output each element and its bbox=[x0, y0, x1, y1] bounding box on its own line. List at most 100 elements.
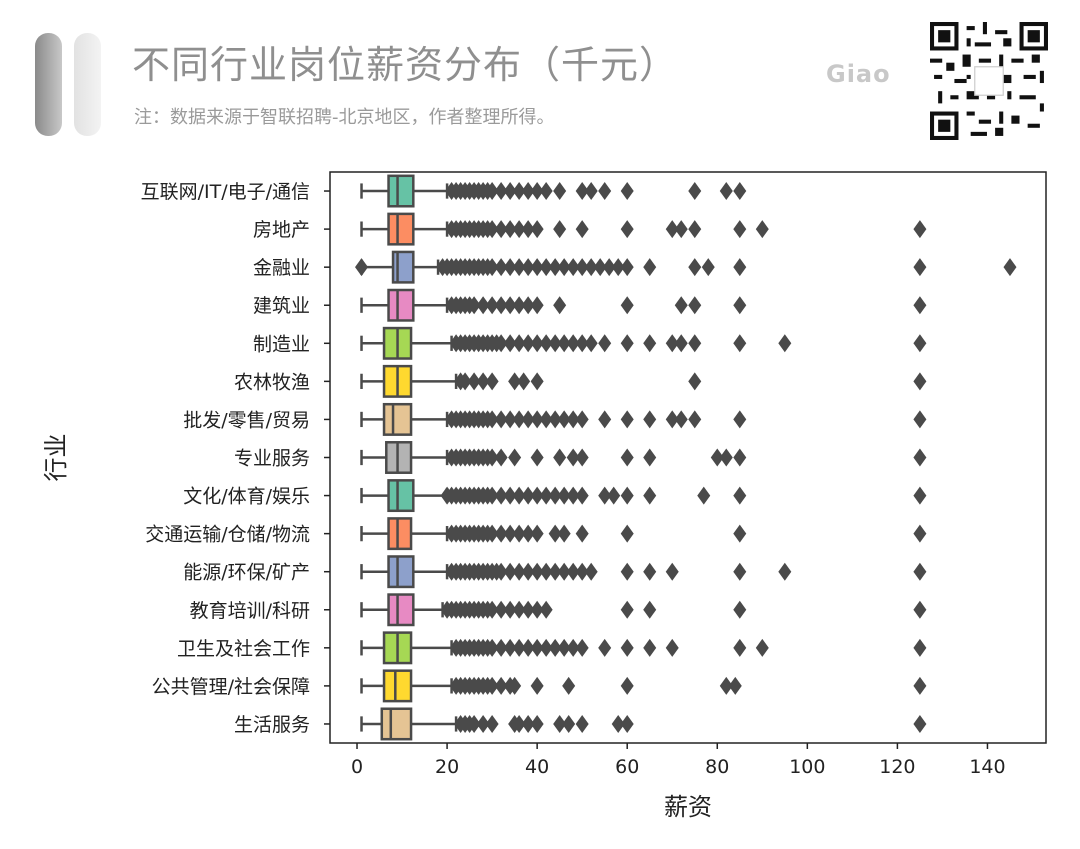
outlier-point bbox=[548, 334, 562, 353]
chart-subtitle: 注：数据来源于智联招聘-北京地区，作者整理所得。 bbox=[134, 107, 555, 128]
outlier-point bbox=[566, 486, 580, 505]
outlier-point bbox=[674, 220, 688, 239]
outlier-point bbox=[598, 638, 612, 657]
outlier-point bbox=[557, 562, 571, 581]
y-tick-label: 农林牧渔 bbox=[234, 371, 310, 393]
outlier-point bbox=[539, 562, 553, 581]
outlier-point bbox=[494, 524, 508, 543]
outlier-point bbox=[620, 334, 634, 353]
outlier-point bbox=[512, 334, 526, 353]
outlier-point bbox=[719, 676, 733, 695]
outlier-point bbox=[674, 334, 688, 353]
outlier-point bbox=[688, 410, 702, 429]
outlier-point bbox=[611, 258, 625, 277]
outlier-point bbox=[719, 448, 733, 467]
outlier-point bbox=[539, 258, 553, 277]
outlier-point bbox=[575, 334, 589, 353]
y-tick-label: 制造业 bbox=[253, 333, 310, 355]
outlier-point bbox=[620, 220, 634, 239]
outlier-point bbox=[530, 676, 544, 695]
outlier-point bbox=[494, 600, 508, 619]
outlier-point bbox=[688, 372, 702, 391]
outlier-point bbox=[913, 486, 927, 505]
outlier-point bbox=[575, 714, 589, 733]
y-tick-label: 教育培训/科研 bbox=[190, 600, 310, 622]
iqr-box bbox=[387, 288, 415, 322]
outlier-point bbox=[557, 410, 571, 429]
outlier-point bbox=[548, 410, 562, 429]
outlier-point bbox=[598, 486, 612, 505]
outlier-point bbox=[665, 220, 679, 239]
outlier-point bbox=[530, 258, 544, 277]
outlier-point bbox=[643, 600, 657, 619]
outlier-point bbox=[719, 182, 733, 201]
outlier-point bbox=[553, 448, 567, 467]
outlier-point bbox=[512, 296, 526, 315]
outlier-point bbox=[688, 258, 702, 277]
outlier-point bbox=[494, 296, 508, 315]
outlier-point bbox=[598, 334, 612, 353]
outlier-point bbox=[485, 372, 499, 391]
outlier-point bbox=[620, 524, 634, 543]
outlier-point bbox=[755, 220, 769, 239]
x-tick-label: 20 bbox=[435, 756, 459, 778]
outlier-point bbox=[620, 562, 634, 581]
y-tick-label: 卫生及社会工作 bbox=[177, 638, 310, 660]
outlier-point bbox=[485, 410, 499, 429]
outlier-point bbox=[494, 676, 508, 695]
outlier-point bbox=[575, 562, 589, 581]
iqr-box bbox=[387, 212, 415, 246]
outlier-point bbox=[512, 600, 526, 619]
outlier-point bbox=[530, 638, 544, 657]
x-tick-label: 100 bbox=[789, 756, 825, 778]
outlier-point bbox=[503, 562, 517, 581]
outlier-point bbox=[476, 372, 490, 391]
outlier-point bbox=[512, 258, 526, 277]
outlier-point bbox=[733, 448, 747, 467]
outlier-point bbox=[494, 448, 508, 467]
outlier-point bbox=[913, 296, 927, 315]
outlier-point bbox=[530, 562, 544, 581]
outlier-point bbox=[553, 220, 567, 239]
outlier-point bbox=[548, 258, 562, 277]
outlier-point bbox=[620, 676, 634, 695]
outlier-point bbox=[548, 524, 562, 543]
outlier-point bbox=[503, 258, 517, 277]
outlier-point bbox=[557, 334, 571, 353]
outlier-point bbox=[521, 258, 535, 277]
outlier-point bbox=[512, 182, 526, 201]
x-tick-label: 40 bbox=[525, 756, 549, 778]
y-tick-label: 批发/零售/贸易 bbox=[183, 409, 310, 431]
outlier-point bbox=[512, 410, 526, 429]
outlier-point bbox=[467, 296, 481, 315]
outlier-point bbox=[530, 714, 544, 733]
outlier-point bbox=[521, 638, 535, 657]
outlier-point bbox=[503, 296, 517, 315]
outlier-point bbox=[913, 714, 927, 733]
outlier-point bbox=[494, 258, 508, 277]
outlier-point bbox=[485, 448, 499, 467]
outlier-point bbox=[530, 182, 544, 201]
outlier-point bbox=[620, 448, 634, 467]
outlier-point bbox=[710, 448, 724, 467]
iqr-box bbox=[387, 517, 413, 551]
outlier-point bbox=[521, 334, 535, 353]
outlier-point bbox=[566, 448, 580, 467]
outlier-point bbox=[512, 638, 526, 657]
outlier-point bbox=[512, 562, 526, 581]
outlier-point bbox=[485, 220, 499, 239]
outlier-point bbox=[521, 600, 535, 619]
outlier-point bbox=[476, 296, 490, 315]
outlier-point bbox=[575, 410, 589, 429]
outlier-point bbox=[674, 296, 688, 315]
outlier-point bbox=[458, 372, 472, 391]
outlier-point bbox=[566, 410, 580, 429]
outlier-point bbox=[467, 372, 481, 391]
outlier-point bbox=[598, 182, 612, 201]
outlier-point bbox=[620, 182, 634, 201]
outlier-point bbox=[521, 410, 535, 429]
outlier-point bbox=[643, 334, 657, 353]
outlier-point bbox=[733, 524, 747, 543]
iqr-box bbox=[387, 479, 415, 513]
outlier-point bbox=[557, 486, 571, 505]
